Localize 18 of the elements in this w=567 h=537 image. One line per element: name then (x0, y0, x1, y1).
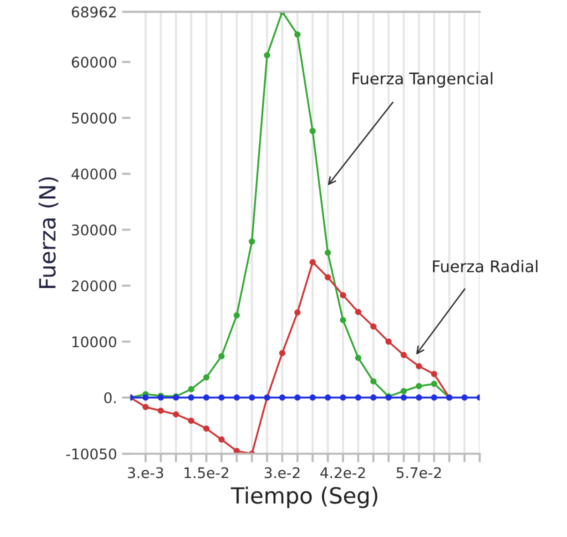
y-tick-label: 10000 (72, 336, 116, 348)
x-axis-title: Tiempo (Seg) (230, 486, 378, 508)
y-axis-title: Fuerza (N) (38, 177, 58, 288)
y-tick-label: 0. (104, 392, 116, 404)
y-tick-label: 68962 (72, 6, 116, 18)
x-tick-label: 5.7e-2 (396, 467, 441, 478)
y-tick-label: 40000 (72, 168, 116, 180)
y-tick-label: 20000 (72, 280, 116, 292)
x-tick-label: 1.5e-2 (184, 467, 228, 478)
y-tick-label: 50000 (72, 112, 116, 124)
y-tick-label: -10050 (66, 448, 116, 460)
annotation: Fuerza Radial (433, 260, 538, 272)
x-tick-label: 3.e-3 (128, 467, 164, 478)
x-tick-label: 3.e-2 (264, 467, 300, 478)
y-tick-label: 30000 (72, 224, 116, 236)
x-tick-label: 4.2e-2 (320, 467, 365, 478)
annotation: Fuerza Tangencial (352, 72, 492, 88)
y-tick-label: 60000 (72, 56, 116, 68)
